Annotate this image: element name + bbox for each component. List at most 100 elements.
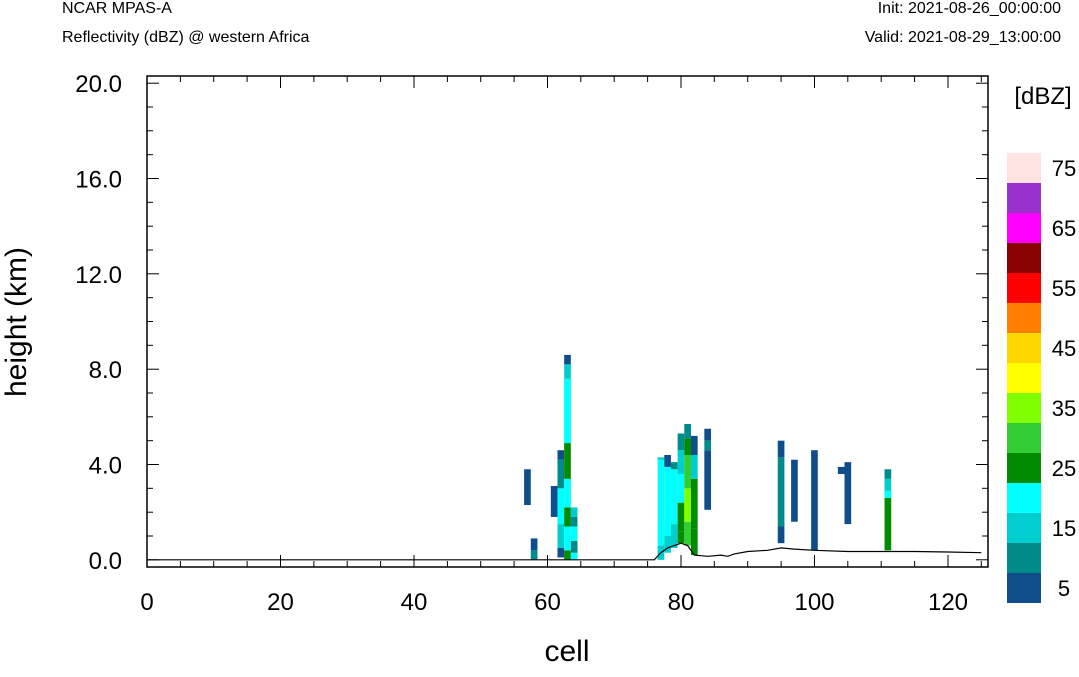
colorbar-swatch xyxy=(1007,363,1041,393)
init-time: Init: 2021-08-26_00:00:00 xyxy=(877,0,1061,17)
colorbar-label: 45 xyxy=(1052,336,1076,361)
colorbar-swatch xyxy=(1007,513,1041,543)
colorbar-swatch xyxy=(1007,423,1041,453)
colorbar-swatch xyxy=(1007,303,1041,333)
colorbar-label: 55 xyxy=(1052,276,1076,301)
colorbar-swatch xyxy=(1007,543,1041,573)
reflectivity-cell xyxy=(704,450,711,510)
model-title: NCAR MPAS-A xyxy=(62,0,172,17)
x-axis-label: cell xyxy=(544,635,589,668)
reflectivity-cell xyxy=(657,457,665,460)
reflectivity-cell xyxy=(684,438,691,455)
y-tick-label: 4.0 xyxy=(89,453,122,480)
x-tick-label: 0 xyxy=(140,589,153,616)
reflectivity-cell xyxy=(570,540,578,553)
valid-time: Valid: 2021-08-29_13:00:00 xyxy=(864,29,1061,46)
colorbar-swatch xyxy=(1007,393,1041,423)
reflectivity-cell xyxy=(530,538,538,551)
colorbar-label: 75 xyxy=(1052,156,1076,181)
reflectivity-cell xyxy=(690,528,698,556)
reflectivity-cell xyxy=(670,469,678,525)
colorbar-swatch xyxy=(1007,153,1041,183)
reflectivity-cell xyxy=(664,454,671,467)
reflectivity-cell xyxy=(884,497,892,551)
reflectivity-cell xyxy=(670,462,678,470)
reflectivity-cell xyxy=(570,507,578,517)
reflectivity-cell xyxy=(690,454,698,479)
reflectivity-cell xyxy=(530,550,538,560)
reflectivity-cell xyxy=(557,547,565,558)
reflectivity-cell xyxy=(884,469,892,479)
reflectivity-cell xyxy=(884,478,892,491)
axis-tick-labels: 0 20 40 60 80 100 120 0.0 4.0 8.0 12.0 16.0 20.0 xyxy=(75,71,968,616)
reflectivity-cell xyxy=(557,459,565,489)
reflectivity-cell xyxy=(837,466,845,475)
y-axis-label: height (km) xyxy=(0,247,33,397)
reflectivity-cell xyxy=(570,552,578,560)
reflectivity-cell xyxy=(564,443,571,479)
colorbar-swatch xyxy=(1007,453,1041,483)
reflectivity-cell xyxy=(844,462,852,525)
reflectivity-cell xyxy=(570,526,578,541)
reflectivity-cell xyxy=(570,516,578,527)
reflectivity-cell xyxy=(550,485,558,517)
reflectivity-cell xyxy=(564,507,571,527)
reflectivity-cell xyxy=(677,450,685,475)
reflectivity-cell xyxy=(664,466,671,537)
reflectivity-cell xyxy=(684,488,691,522)
x-tick-label: 20 xyxy=(267,589,294,616)
colorbar-label: 5 xyxy=(1058,576,1070,601)
colorbar-swatch xyxy=(1007,273,1041,303)
reflectivity-cell xyxy=(690,478,698,529)
axis-ticks xyxy=(146,76,988,567)
colorbar-swatch xyxy=(1007,573,1041,603)
colorbar-swatch xyxy=(1007,333,1041,363)
y-tick-label: 12.0 xyxy=(75,262,122,289)
reflectivity-cell xyxy=(677,474,685,503)
reflectivity-cell xyxy=(564,378,571,444)
colorbar-swatch xyxy=(1007,243,1041,273)
reflectivity-cell xyxy=(557,450,565,460)
reflectivity-cell xyxy=(557,488,565,525)
colorbar-label: 65 xyxy=(1052,216,1076,241)
reflectivity-cell xyxy=(657,459,665,546)
reflectivity-cell xyxy=(564,364,571,379)
y-tick-label: 8.0 xyxy=(89,357,122,384)
colorbar-swatch xyxy=(1007,483,1041,513)
terrain-line xyxy=(147,542,982,561)
x-tick-label: 40 xyxy=(401,589,428,616)
colorbar-swatch xyxy=(1007,183,1041,213)
x-tick-label: 100 xyxy=(794,589,834,616)
reflectivity-cell xyxy=(564,526,571,551)
y-tick-label: 20.0 xyxy=(75,71,122,98)
y-tick-label: 16.0 xyxy=(75,167,122,194)
reflectivity-cell xyxy=(664,536,671,553)
reflectivity-cell xyxy=(884,490,892,498)
reflectivity-cell xyxy=(690,435,698,455)
reflectivity-cell xyxy=(777,457,785,527)
colorbar: 5 15 25 35 45 55 65 75 xyxy=(1007,153,1076,603)
x-tick-label: 80 xyxy=(668,589,695,616)
reflectivity-cell xyxy=(704,428,711,441)
reflectivity-cell xyxy=(677,433,685,451)
reflectivity-cell xyxy=(677,502,685,532)
reflectivity-cell xyxy=(524,469,531,506)
reflectivity-cell xyxy=(557,524,565,548)
reflectivity-cell xyxy=(670,524,678,548)
reflectivity-cells xyxy=(524,354,892,560)
x-tick-label: 60 xyxy=(534,589,561,616)
y-tick-label: 0.0 xyxy=(89,548,122,575)
reflectivity-cell xyxy=(564,550,571,560)
reflectivity-cell xyxy=(564,478,571,508)
reflectivity-cell xyxy=(811,450,818,551)
reflectivity-cell xyxy=(777,440,785,458)
reflectivity-cell xyxy=(777,526,785,544)
reflectivity-cell xyxy=(684,521,691,546)
reflectivity-cell xyxy=(677,531,685,544)
reflectivity-cell xyxy=(704,440,711,451)
colorbar-swatch xyxy=(1007,213,1041,243)
x-tick-label: 120 xyxy=(928,589,968,616)
chart-subtitle: Reflectivity (dBZ) @ western Africa xyxy=(62,29,310,46)
reflectivity-cell xyxy=(684,454,691,489)
